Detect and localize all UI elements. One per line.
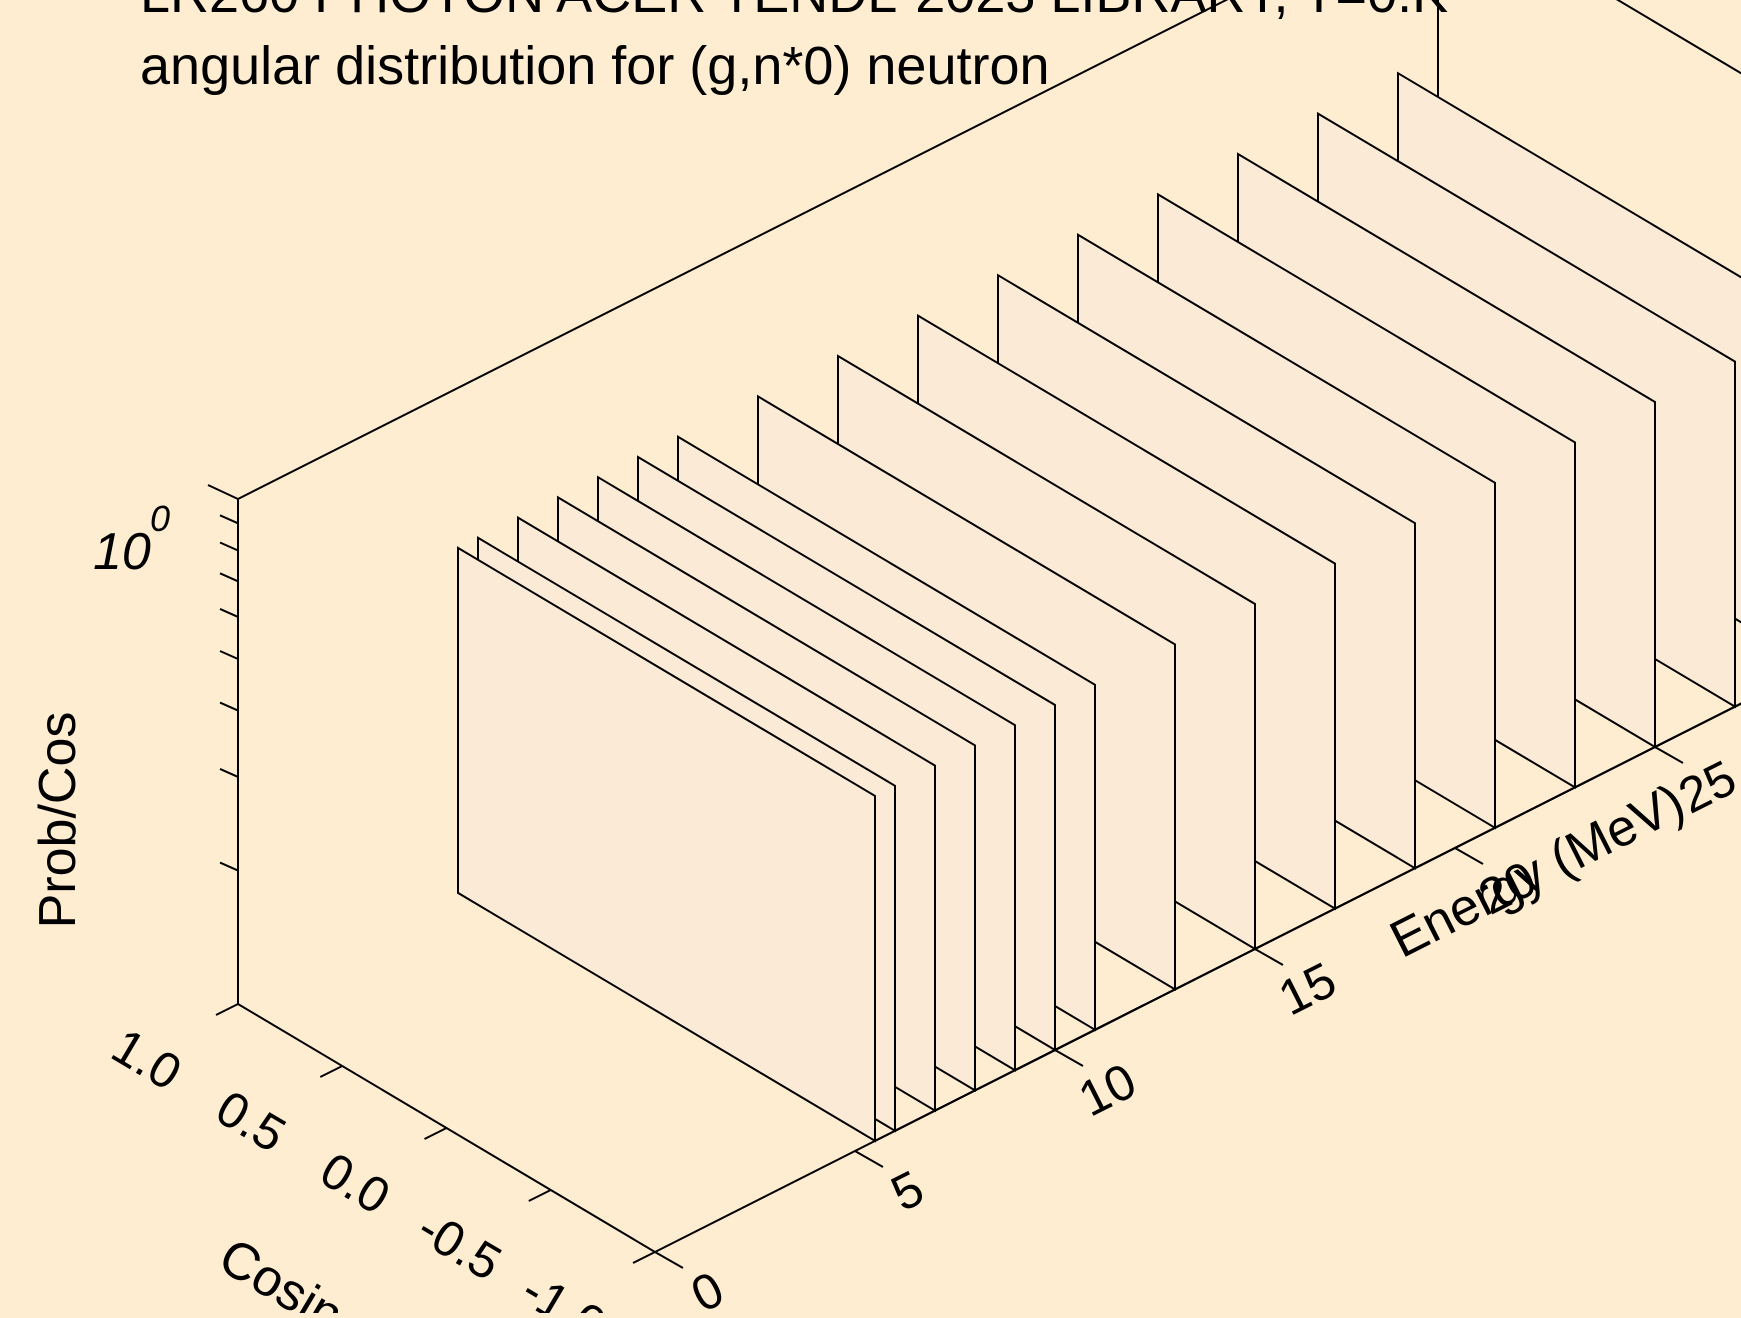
z-axis-label: Prob/Cos bbox=[29, 712, 87, 929]
cosine-tick-label: 0.0 bbox=[311, 1142, 399, 1226]
z-minor-tick-mark bbox=[219, 650, 239, 660]
cosine-tick-mark bbox=[319, 1065, 343, 1078]
cosine-tick-mark bbox=[424, 1127, 447, 1140]
energy-tick-label: 15 bbox=[1270, 951, 1345, 1026]
z-minor-tick-mark bbox=[219, 861, 239, 872]
chart-title-line-2: angular distribution for (g,n*0) neutron bbox=[140, 36, 1050, 96]
energy-tick-mark bbox=[654, 1251, 684, 1269]
energy-tick-mark bbox=[1054, 1049, 1084, 1067]
cosine-axis-label: Cosine bbox=[209, 1227, 378, 1313]
z-minor-tick-mark bbox=[219, 514, 239, 525]
energy-tick-mark bbox=[1654, 746, 1684, 764]
box-top-back-edges bbox=[237, 0, 1741, 500]
z-tick-label-exponent: 0 bbox=[150, 498, 170, 539]
z-major-tick-mark bbox=[207, 484, 239, 500]
data-panels bbox=[457, 71, 1741, 1143]
cosine-tick-mark bbox=[528, 1189, 552, 1202]
z-minor-tick-mark bbox=[219, 701, 239, 712]
energy-tick-label: 10 bbox=[1070, 1052, 1145, 1127]
z-minor-tick-mark bbox=[219, 608, 239, 618]
z-minor-tick-mark bbox=[219, 572, 239, 583]
z-minor-tick-mark bbox=[219, 541, 239, 552]
energy-axis-label: Energy (MeV) bbox=[1381, 773, 1693, 969]
energy-tick-mark bbox=[1254, 948, 1284, 966]
z-minor-tick-mark bbox=[219, 768, 239, 778]
energy-tick-mark bbox=[1454, 847, 1484, 865]
cosine-tick-label: -0.5 bbox=[408, 1199, 511, 1291]
energy-tick-label: 0 bbox=[682, 1261, 732, 1313]
cosine-tick-mark bbox=[215, 1003, 239, 1016]
cosine-tick-label: 1.0 bbox=[103, 1018, 191, 1102]
cosine-tick-label: 0.5 bbox=[207, 1080, 295, 1164]
cosine-tick-mark bbox=[632, 1251, 656, 1264]
chart-title-line-1: LR260 PHOTON ACER TENDL-2023 LIBRARY, T=… bbox=[140, 0, 1448, 24]
panel-e-5.5 bbox=[457, 546, 876, 1143]
energy-tick-label: 5 bbox=[882, 1160, 932, 1223]
energy-tick-mark bbox=[854, 1150, 884, 1168]
z-tick-label-base: 10 bbox=[93, 523, 151, 581]
cosine-tick-label: -1.0 bbox=[512, 1261, 615, 1313]
